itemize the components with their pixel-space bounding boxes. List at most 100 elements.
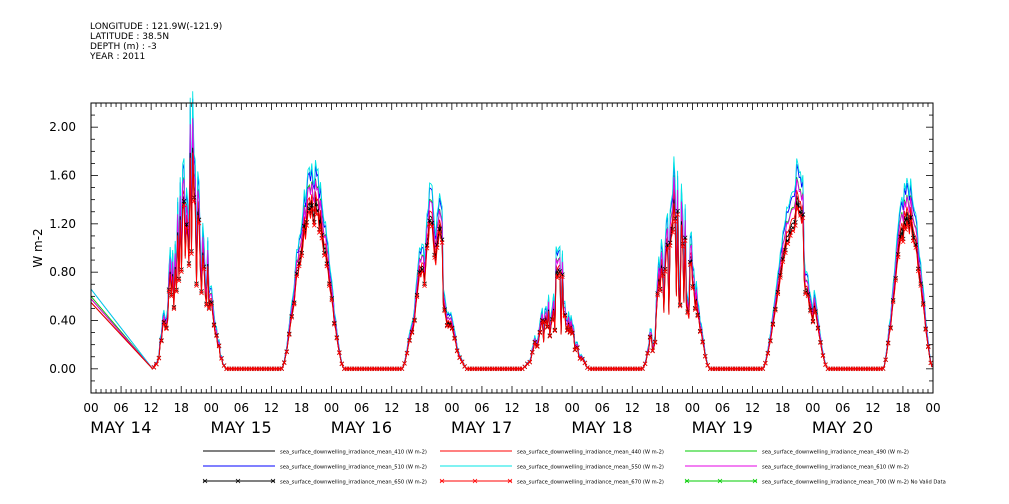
data-point-marker xyxy=(154,361,159,367)
x-tick-label: 18 xyxy=(895,401,910,415)
legend-label-5: sea_surface_downwelling_irradiance_mean_… xyxy=(517,465,664,471)
data-point-marker xyxy=(660,273,665,279)
x-tick-label: 18 xyxy=(174,401,189,415)
data-point-marker xyxy=(705,363,710,368)
data-point-marker xyxy=(532,340,538,345)
data-point-marker xyxy=(908,218,913,223)
data-point-marker xyxy=(301,226,307,232)
data-point-marker xyxy=(181,198,187,204)
data-point-marker xyxy=(171,306,177,311)
data-point-marker xyxy=(655,292,660,298)
data-point-marker xyxy=(557,271,563,276)
data-point-marker xyxy=(201,266,207,272)
data-point-marker xyxy=(442,308,447,314)
data-point-marker xyxy=(151,365,157,370)
data-point-marker xyxy=(788,233,793,238)
data-point-marker xyxy=(214,333,219,339)
data-point-marker xyxy=(289,315,295,320)
legend: sea_surface_downwelling_irradiance_mean_… xyxy=(202,450,946,486)
data-point-marker xyxy=(793,223,798,228)
data-point-marker xyxy=(221,363,227,368)
data-point-marker xyxy=(209,301,214,307)
data-point-marker xyxy=(311,223,317,228)
x-tick-label: 06 xyxy=(113,401,128,415)
data-point-marker xyxy=(286,332,292,337)
data-point-marker xyxy=(650,348,655,354)
x-tick-label: 06 xyxy=(715,401,730,415)
data-point-marker xyxy=(915,268,921,274)
x-tick-label: 06 xyxy=(474,401,489,415)
data-point-marker xyxy=(657,288,663,294)
data-point-marker xyxy=(189,251,194,257)
y-tick-label: 0.00 xyxy=(49,362,76,376)
y-tick-label: 1.20 xyxy=(49,217,76,231)
data-point-marker xyxy=(527,359,533,365)
day-label: MAY 16 xyxy=(331,418,393,437)
data-point-marker xyxy=(780,259,786,265)
data-point-marker xyxy=(314,212,320,217)
data-point-marker xyxy=(773,308,778,313)
data-point-marker xyxy=(219,356,224,361)
data-point-marker xyxy=(454,348,460,354)
x-tick-label: 18 xyxy=(294,401,309,415)
day-label: MAY 20 xyxy=(812,418,874,437)
day-label: MAY 14 xyxy=(90,418,152,437)
data-point-marker xyxy=(552,328,558,334)
data-point-marker xyxy=(640,366,645,371)
data-point-marker xyxy=(204,303,209,308)
data-point-marker xyxy=(810,319,816,325)
data-point-marker xyxy=(570,331,575,336)
x-tick-label: 18 xyxy=(655,401,670,415)
legend-label-9: sea_surface_downwelling_irradiance_mean_… xyxy=(762,480,946,486)
data-point-marker xyxy=(184,225,189,230)
data-point-marker xyxy=(525,361,530,367)
data-point-marker xyxy=(790,228,796,234)
data-point-marker xyxy=(697,329,703,335)
data-point-marker xyxy=(763,360,768,366)
data-point-marker xyxy=(535,344,540,349)
data-point-marker xyxy=(808,308,813,314)
legend-label-7: sea_surface_downwelling_irradiance_mean_… xyxy=(280,480,427,486)
x-tick-label: 12 xyxy=(745,401,760,415)
data-point-marker xyxy=(161,319,167,325)
data-point-marker xyxy=(211,323,217,328)
y-tick-label: 2.00 xyxy=(49,120,76,134)
legend-marker xyxy=(202,478,208,484)
data-point-marker xyxy=(216,343,222,349)
data-point-marker xyxy=(642,361,648,367)
x-tick-label: 00 xyxy=(685,401,700,415)
data-point-marker xyxy=(670,229,675,235)
data-point-marker xyxy=(404,351,410,356)
data-point-marker xyxy=(890,299,896,305)
data-point-marker xyxy=(692,307,698,312)
data-point-marker xyxy=(329,297,335,303)
y-tick-label: 1.60 xyxy=(49,169,76,183)
data-point-marker xyxy=(567,330,573,335)
data-point-marker xyxy=(662,269,668,274)
data-point-marker xyxy=(291,301,297,307)
data-point-marker xyxy=(174,289,179,294)
legend-marker xyxy=(507,478,513,484)
data-point-marker xyxy=(700,340,705,345)
x-tick-label: 00 xyxy=(324,401,339,415)
data-point-marker xyxy=(768,338,773,344)
data-point-marker xyxy=(334,335,340,341)
x-tick-label: 00 xyxy=(204,401,219,415)
legend-label-4: sea_surface_downwelling_irradiance_mean_… xyxy=(280,465,427,471)
data-point-marker xyxy=(685,310,690,316)
x-tick-label: 18 xyxy=(534,401,549,415)
data-point-marker xyxy=(910,238,916,244)
x-tick-label: 06 xyxy=(595,401,610,415)
data-point-marker xyxy=(702,354,708,359)
data-point-marker xyxy=(294,273,300,279)
data-point-marker xyxy=(279,366,284,371)
data-point-marker xyxy=(317,230,322,235)
data-point-marker xyxy=(299,253,305,258)
day-label: MAY 18 xyxy=(571,418,633,437)
data-point-marker xyxy=(439,240,445,245)
data-point-marker xyxy=(457,355,462,361)
data-point-marker xyxy=(562,313,568,319)
legend-marker xyxy=(684,478,690,484)
data-point-marker xyxy=(191,198,197,204)
